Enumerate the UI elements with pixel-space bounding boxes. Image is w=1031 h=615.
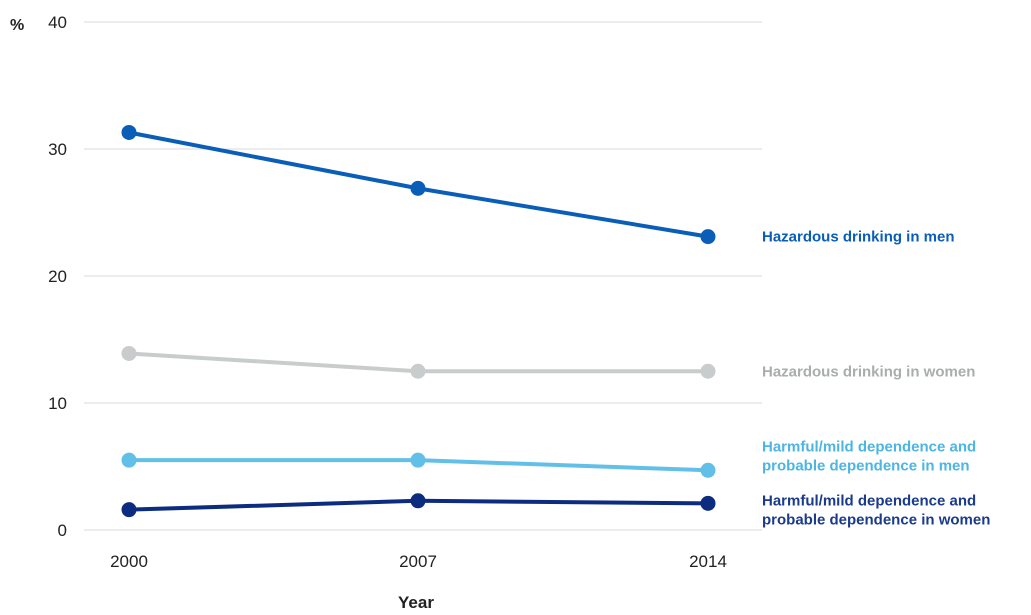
- series-labels: Hazardous drinking in men Hazardous drink…: [762, 229, 990, 529]
- series-label: Hazardous drinking in men: [762, 229, 955, 246]
- x-tick-label: 2014: [689, 552, 727, 571]
- data-point: [121, 452, 137, 468]
- series-label-line: Hazardous drinking in women: [762, 363, 975, 380]
- y-tick-label: 0: [58, 521, 67, 540]
- series-label: Hazardous drinking in women: [762, 363, 975, 380]
- data-point: [121, 124, 137, 140]
- series-label-line: probable dependence in men: [762, 457, 970, 474]
- y-axis-ticks: 0 10 20 30 40: [48, 13, 67, 540]
- y-axis-unit-label: %: [10, 17, 24, 34]
- y-tick-label: 40: [48, 13, 67, 32]
- series-group: [121, 452, 716, 478]
- series-group: [121, 124, 716, 245]
- series-group: [121, 345, 716, 379]
- x-tick-label: 2000: [110, 552, 148, 571]
- data-point: [700, 363, 716, 379]
- series-group: [121, 493, 716, 518]
- data-point: [121, 502, 137, 518]
- series-label: Harmful/mild dependence and probable depe…: [762, 492, 990, 528]
- data-point: [410, 493, 426, 509]
- data-point: [700, 229, 716, 245]
- x-tick-label: 2007: [399, 552, 437, 571]
- x-axis-ticks: 2000 2007 2014: [110, 552, 727, 571]
- data-point: [410, 363, 426, 379]
- series-lines: [121, 124, 716, 518]
- y-tick-label: 20: [48, 267, 67, 286]
- y-tick-label: 10: [48, 394, 67, 413]
- x-axis-title: Year: [398, 593, 434, 612]
- series-label-line: Hazardous drinking in men: [762, 229, 955, 246]
- data-point: [700, 462, 716, 478]
- series-label-line: Harmful/mild dependence and: [762, 438, 976, 455]
- data-point: [700, 495, 716, 511]
- series-label-line: probable dependence in women: [762, 511, 990, 528]
- y-tick-label: 30: [48, 140, 67, 159]
- data-point: [121, 345, 137, 361]
- data-point: [410, 452, 426, 468]
- data-point: [410, 180, 426, 196]
- series-label-line: Harmful/mild dependence and: [762, 492, 976, 509]
- series-label: Harmful/mild dependence and probable depe…: [762, 438, 976, 474]
- gridlines: [84, 21, 762, 531]
